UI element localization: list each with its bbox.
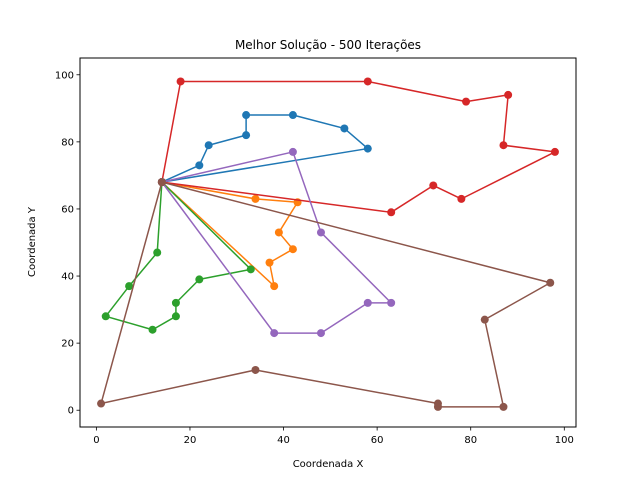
series-5-point [387,298,396,307]
series-2-point [274,228,283,237]
series-5-point [316,228,325,237]
series-5-point [363,298,372,307]
series-1-point [288,111,297,120]
series-2-point [270,282,279,291]
series-3-point [148,325,157,334]
series-1 [157,111,372,187]
chart-title: Melhor Solução - 500 Iterações [235,38,421,52]
series-4-point [550,147,559,156]
series-3-route-line [104,181,252,331]
x-tick-label: 60 [371,435,384,446]
series-6-point [433,399,442,408]
series-6-point [157,178,166,187]
series-6-point [499,402,508,411]
y-tick-label: 100 [55,70,74,81]
series-6-point [546,278,555,287]
series-5-route-line [161,151,392,334]
series-4-point [457,194,466,203]
series-3-point [171,298,180,307]
series-6-route-line [100,181,552,408]
series-3 [101,178,255,334]
plot-area [97,77,559,411]
series-1-point [195,161,204,170]
series-4-point [429,181,438,190]
series-5-point [288,147,297,156]
series-5-point [316,329,325,338]
y-axis-title: Coordenada Y [27,206,38,277]
x-tick-label: 20 [184,435,197,446]
series-4-point [462,97,471,106]
series-4-point [499,141,508,150]
series-2-point [265,258,274,267]
x-tick-label: 40 [277,435,290,446]
series-1-route-line [161,114,369,183]
y-axis: 0 20 40 60 80 100 [55,70,80,417]
series-3-point [125,282,134,291]
series-2-point [251,194,260,203]
series-6-point [480,315,489,324]
series-4 [157,77,559,217]
series-4-point [387,208,396,217]
series-3-point [171,312,180,321]
series-2-point [288,245,297,254]
series-6-point [97,399,106,408]
series-3-point [153,248,162,257]
series-4-point [176,77,185,86]
series-3-point [101,312,110,321]
series-4-point [504,90,513,99]
y-tick-label: 80 [61,137,74,148]
series-6-point [251,365,260,374]
series-1-point [204,141,213,150]
series-5-point [270,329,279,338]
x-axis-title: Coordenada X [293,459,364,470]
y-tick-label: 0 [68,406,74,417]
x-tick-label: 80 [464,435,477,446]
series-1-point [242,131,251,140]
x-tick-label: 100 [555,435,574,446]
x-axis: 0 20 40 60 80 100 [93,427,574,446]
series-3-point [195,275,204,284]
axes-frame [79,57,577,428]
y-tick-label: 20 [61,339,74,350]
series-4-point [363,77,372,86]
series-1-point [363,144,372,153]
series-3-point [246,265,255,274]
series-6 [97,178,555,411]
y-tick-label: 40 [61,272,74,283]
series-1-point [340,124,349,133]
series-1-point [242,111,251,120]
y-tick-label: 60 [61,204,74,215]
x-tick-label: 0 [93,435,99,446]
